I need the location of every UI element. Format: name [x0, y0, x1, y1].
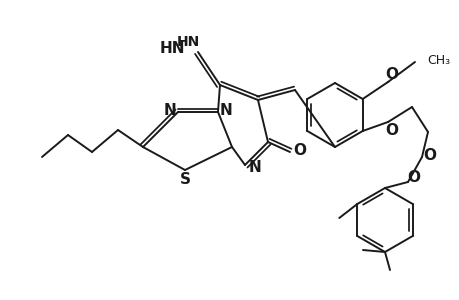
- Text: O: O: [423, 148, 436, 163]
- Text: O: O: [293, 142, 306, 158]
- Text: O: O: [385, 122, 397, 137]
- Text: N: N: [163, 103, 176, 118]
- Text: N: N: [219, 103, 232, 118]
- Text: HN: HN: [176, 35, 199, 49]
- Text: CH₃: CH₃: [426, 53, 449, 67]
- Text: S: S: [179, 172, 190, 188]
- Text: HN: HN: [159, 40, 185, 56]
- Text: O: O: [407, 169, 420, 184]
- Text: O: O: [385, 67, 397, 82]
- Text: N: N: [248, 160, 261, 175]
